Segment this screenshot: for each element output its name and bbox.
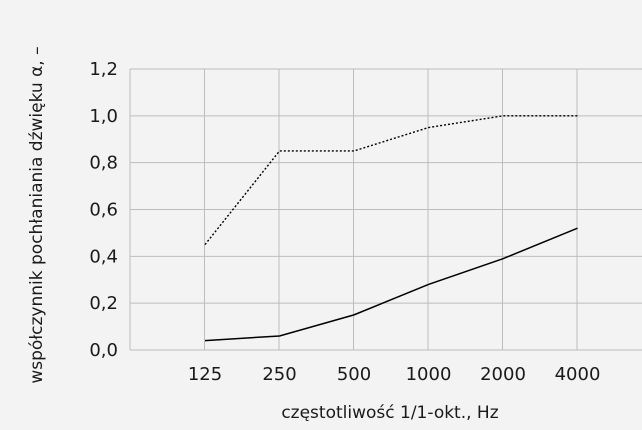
x-tick-label: 4000 (555, 364, 601, 385)
x-tick-label: 500 (337, 364, 371, 385)
y-tick-label: 1,0 (89, 106, 118, 127)
series-group (204, 115, 578, 342)
x-tick-label: 250 (262, 364, 296, 385)
dotted-series-line (204, 115, 578, 246)
y-tick-label: 0,4 (89, 246, 118, 267)
x-tick-label: 2000 (480, 364, 526, 385)
solid-series-line (204, 227, 578, 342)
y-tick-label: 0,0 (89, 340, 118, 361)
grid (129, 68, 642, 351)
y-axis-label: współczynnik pochłaniania dźwięku α, – (27, 46, 47, 383)
x-tick-labels: 125 250 500 1000 2000 4000 (188, 364, 601, 385)
y-tick-label: 0,8 (89, 153, 118, 174)
x-axis-label: częstotliwość 1/1-okt., Hz (281, 403, 498, 423)
y-tick-label: 0,2 (89, 293, 118, 314)
y-tick-label: 0,6 (89, 200, 118, 221)
y-tick-label: 1,2 (89, 59, 118, 80)
x-tick-label: 1000 (406, 364, 452, 385)
y-tick-labels: 0,0 0,2 0,4 0,6 0,8 1,0 1,2 (89, 59, 118, 361)
x-tick-label: 125 (188, 364, 222, 385)
